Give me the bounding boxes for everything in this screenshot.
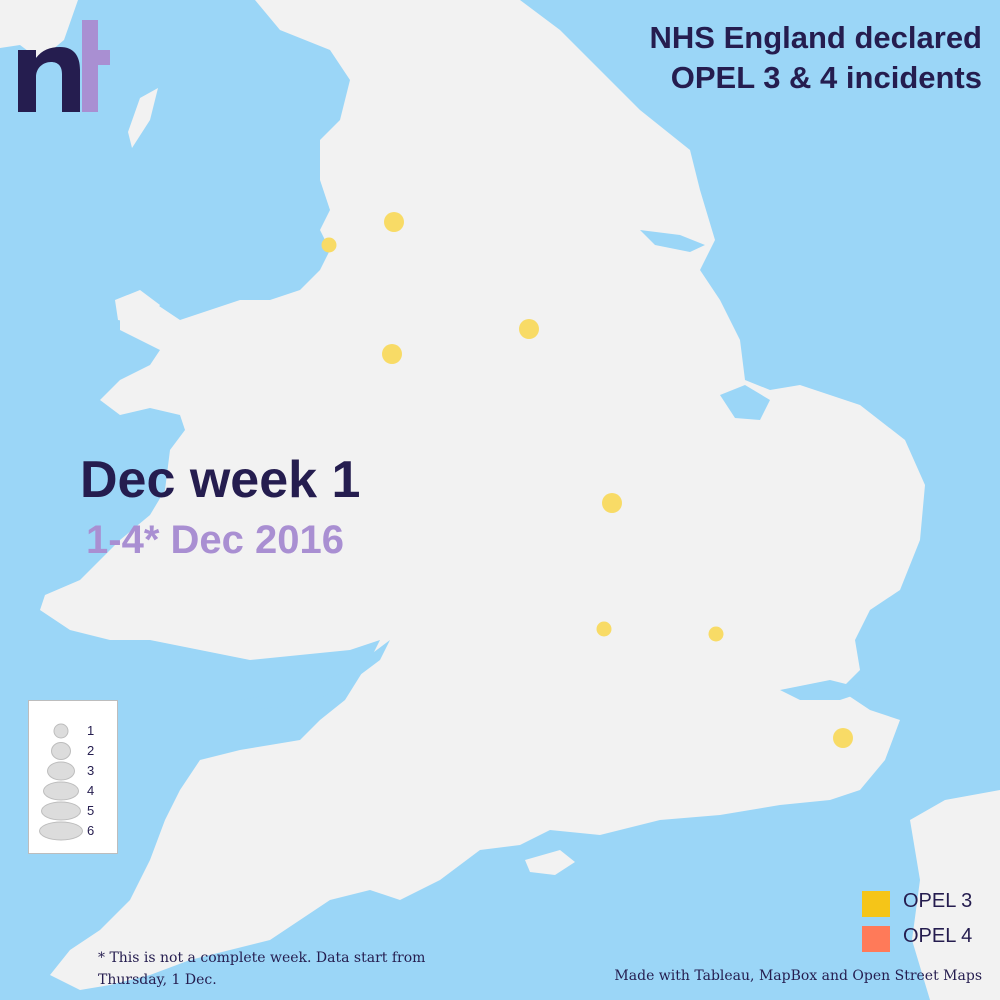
size-legend-dot <box>47 761 75 781</box>
map-title-line2: OPEL 3 & 4 incidents <box>670 60 982 95</box>
opel4-label: OPEL 4 <box>903 925 973 947</box>
date-range-label: 1-4* Dec 2016 <box>86 518 344 562</box>
size-legend-label: 6 <box>87 823 95 838</box>
size-legend-row: 3 <box>29 761 117 781</box>
incident-marker <box>602 493 622 513</box>
size-legend-dot <box>51 742 71 760</box>
size-legend-dot <box>53 723 69 739</box>
size-legend-label: 1 <box>87 723 95 738</box>
size-legend-row: 4 <box>29 781 117 801</box>
severn-estuary <box>240 640 390 710</box>
incident-marker <box>708 626 724 642</box>
logo-letter-t <box>82 20 110 112</box>
incident-marker <box>321 237 337 253</box>
size-legend-label: 3 <box>87 763 95 778</box>
incident-marker <box>519 319 539 339</box>
map-title: NHS England declared OPEL 3 & 4 incident… <box>650 18 982 98</box>
credit-line: Made with Tableau, MapBox and Open Stree… <box>614 968 982 984</box>
nt-logo <box>18 20 110 114</box>
incident-marker <box>382 344 402 364</box>
size-legend: 1 2 3 4 5 6 <box>28 700 118 854</box>
size-legend-row: 1 <box>29 721 117 741</box>
map-title-line1: NHS England declared <box>649 20 982 55</box>
size-legend-label: 4 <box>87 783 95 798</box>
size-legend-dot <box>41 801 81 821</box>
size-legend-label: 5 <box>87 803 95 818</box>
incident-marker <box>596 621 612 637</box>
incident-markers <box>321 212 853 748</box>
isle-of-man-landmass <box>128 88 158 148</box>
incident-marker <box>384 212 404 232</box>
size-legend-row: 2 <box>29 741 117 761</box>
size-legend-label: 2 <box>87 743 95 758</box>
the-wash <box>720 385 770 420</box>
week-label: Dec week 1 <box>80 451 361 509</box>
humber-estuary <box>640 230 705 252</box>
france-landmass <box>910 790 1000 1000</box>
opel4-swatch <box>862 926 890 952</box>
isle-of-wight-landmass <box>525 850 575 875</box>
anglesey-landmass <box>115 290 160 325</box>
england-wales-landmass <box>40 0 925 990</box>
opel3-label: OPEL 3 <box>903 890 973 912</box>
size-legend-row: 5 <box>29 801 117 821</box>
logo-letter-n <box>18 47 80 112</box>
opel3-swatch <box>862 891 890 917</box>
size-legend-dot <box>43 781 79 801</box>
footnote: * This is not a complete week. Data star… <box>98 950 426 988</box>
ireland-landmass <box>0 0 78 60</box>
size-legend-row: 6 <box>29 821 117 841</box>
size-legend-dot <box>39 821 83 841</box>
thames-estuary <box>780 680 870 700</box>
incident-marker <box>833 728 853 748</box>
